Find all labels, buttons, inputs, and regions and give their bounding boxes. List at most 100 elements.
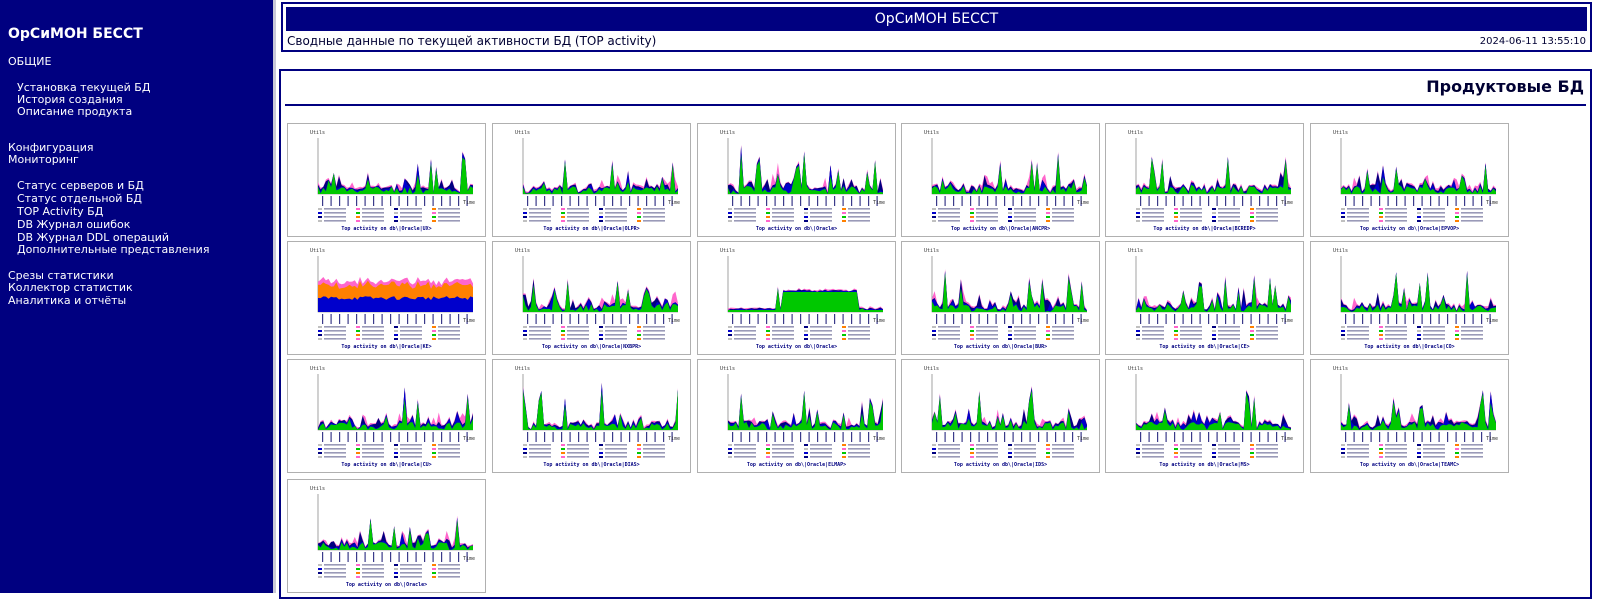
sidebar-item-monitoring[interactable]: Мониторинг (8, 153, 79, 166)
legend-swatch (394, 568, 398, 570)
legend-swatch (523, 456, 527, 458)
x-tick-label (1396, 196, 1398, 206)
legend-label (362, 576, 384, 578)
legend-label (438, 220, 460, 222)
sidebar-item-errors[interactable]: DB Журнал ошибок (17, 218, 131, 231)
x-tick-label (441, 432, 443, 442)
legend-label (1218, 208, 1240, 210)
legend-label (438, 212, 460, 214)
legend-swatch (842, 216, 846, 218)
x-tick-label (1413, 432, 1415, 442)
legend-swatch (932, 212, 936, 214)
sidebar-item-config[interactable]: Конфигурация (8, 141, 94, 154)
chart-thumbnail[interactable]: Utils Time Top activity on db\|Oracle|OLPR… (492, 123, 691, 237)
chart-image (317, 256, 473, 340)
chart-thumbnail[interactable]: Utils Time Top activity on db\|Oracle|MS> (1105, 359, 1304, 473)
legend-swatch (394, 456, 398, 458)
legend-swatch (637, 220, 641, 222)
chart-thumbnail[interactable]: Utils Time Top activity on db\|Oracle|UX> (287, 123, 486, 237)
x-tick-label (1379, 196, 1381, 206)
legend-label (1385, 208, 1407, 210)
chart-thumbnail[interactable]: Utils Time Top activity on db\|Oracle|ANCP… (901, 123, 1100, 237)
chart-thumbnail[interactable]: Utils Time Top activity on db\|Oracle> (287, 479, 486, 593)
chart-thumbnail[interactable]: Utils Time Top activity on db\|Oracle|BUR> (901, 241, 1100, 355)
chart-caption: Top activity on db\|Oracle> (755, 344, 838, 350)
legend-label (438, 448, 460, 450)
sidebar-item-analytics[interactable]: Аналитика и отчёты (8, 294, 127, 307)
sidebar-item-snapshots[interactable]: Срезы статистики (8, 269, 114, 282)
x-tick-label (1080, 432, 1082, 442)
x-tick-label (876, 196, 878, 206)
chart-thumbnail[interactable]: Utils Time Top activity on db\|Oracle> (697, 123, 896, 237)
x-tick-label (637, 314, 639, 324)
chart-thumbnail[interactable]: Utils Time Top activity on db\|Oracle|CO> (1310, 241, 1509, 355)
chart-thumbnail[interactable]: Utils Time Top activity on db\|Oracle|ELMA… (697, 359, 896, 473)
chart-thumbnail[interactable]: Utils Time Top activity on db\|Oracle|KE> (287, 241, 486, 355)
chart-thumbnail[interactable]: Utils Time Top activity on db\|Oracle|DIAS… (492, 359, 691, 473)
legend-swatch (1455, 448, 1459, 450)
legend-swatch (432, 568, 436, 570)
legend-swatch (394, 576, 398, 578)
legend-swatch (970, 452, 974, 454)
legend-swatch (1379, 212, 1383, 214)
legend-swatch (766, 220, 770, 222)
legend-swatch (561, 338, 565, 340)
x-axis-label: Time (1485, 318, 1498, 324)
legend-label (400, 338, 422, 340)
sidebar-item-top[interactable]: TOP Activity БД (17, 205, 104, 218)
legend-swatch (1455, 452, 1459, 454)
sidebar-item-install[interactable]: Установка текущей БД (17, 81, 151, 94)
chart-thumbnail[interactable]: Utils Time Top activity on db\|Oracle|IDS> (901, 359, 1100, 473)
legend-label (1385, 334, 1407, 336)
x-axis-label: Time (1280, 318, 1293, 324)
legend-label (1385, 444, 1407, 446)
legend-label (734, 448, 756, 450)
x-tick-label (791, 432, 793, 442)
y-axis-label: Utils (1333, 366, 1349, 372)
x-tick-label (544, 196, 546, 206)
chart-thumbnail[interactable]: Utils Time Top activity on db\|Oracle|BCRE… (1105, 123, 1304, 237)
x-tick-label (347, 314, 349, 324)
legend-label (529, 212, 551, 214)
sidebar-item-extra[interactable]: Дополнительные представления (17, 243, 210, 256)
legend-swatch (1455, 208, 1459, 210)
chart-thumbnail[interactable]: Utils Time Top activity on db\|Oracle|CE> (1105, 241, 1304, 355)
legend-label (324, 576, 346, 578)
legend-label (1385, 448, 1407, 450)
legend-swatch (523, 330, 527, 332)
x-tick-label (603, 314, 605, 324)
x-tick-label (552, 432, 554, 442)
chart-thumbnail[interactable]: Utils Time Top activity on db\|Oracle> (697, 241, 896, 355)
sidebar-item-description[interactable]: Описание продукта (17, 105, 133, 118)
x-tick-label (595, 432, 597, 442)
x-tick-label (356, 432, 358, 442)
legend-swatch (1250, 216, 1254, 218)
x-tick-label (330, 196, 332, 206)
sidebar-item-single[interactable]: Статус отдельной БД (17, 192, 143, 205)
sidebar-item-history[interactable]: История создания (17, 93, 123, 106)
chart-thumbnail[interactable]: Utils Time Top activity on db\|Oracle|CU> (287, 359, 486, 473)
legend-label (1142, 208, 1164, 210)
x-tick-label (1421, 432, 1423, 442)
legend-label (529, 208, 551, 210)
sidebar-item-collector[interactable]: Коллектор статистик (8, 281, 133, 294)
x-tick-label (654, 432, 656, 442)
legend-swatch (1379, 452, 1383, 454)
x-tick-label (1353, 432, 1355, 442)
x-axis-label: Time (1076, 318, 1089, 324)
chart-thumbnail[interactable]: Utils Time Top activity on db\|Oracle|NXBP… (492, 241, 691, 355)
chart-thumbnail[interactable]: Utils Time Top activity on db\|Oracle|TEAM… (1310, 359, 1509, 473)
x-tick-label (663, 432, 665, 442)
chart-caption: Top activity on db\|Oracle|OLPR> (543, 226, 640, 232)
legend-swatch (523, 448, 527, 450)
chart-thumbnail[interactable]: Utils Time Top activity on db\|Oracle|EPVO… (1310, 123, 1509, 237)
sidebar-item-general[interactable]: ОБЩИЕ (8, 55, 52, 68)
legend-label (734, 330, 756, 332)
sidebar-item-servers[interactable]: Статус серверов и БД (17, 179, 144, 192)
sidebar-item-ddl[interactable]: DB Журнал DDL операций (17, 231, 170, 244)
legend-swatch (1250, 326, 1254, 328)
legend-swatch (1455, 216, 1459, 218)
x-tick-label (1216, 314, 1218, 324)
x-tick-label (330, 432, 332, 442)
legend-label (1461, 326, 1483, 328)
